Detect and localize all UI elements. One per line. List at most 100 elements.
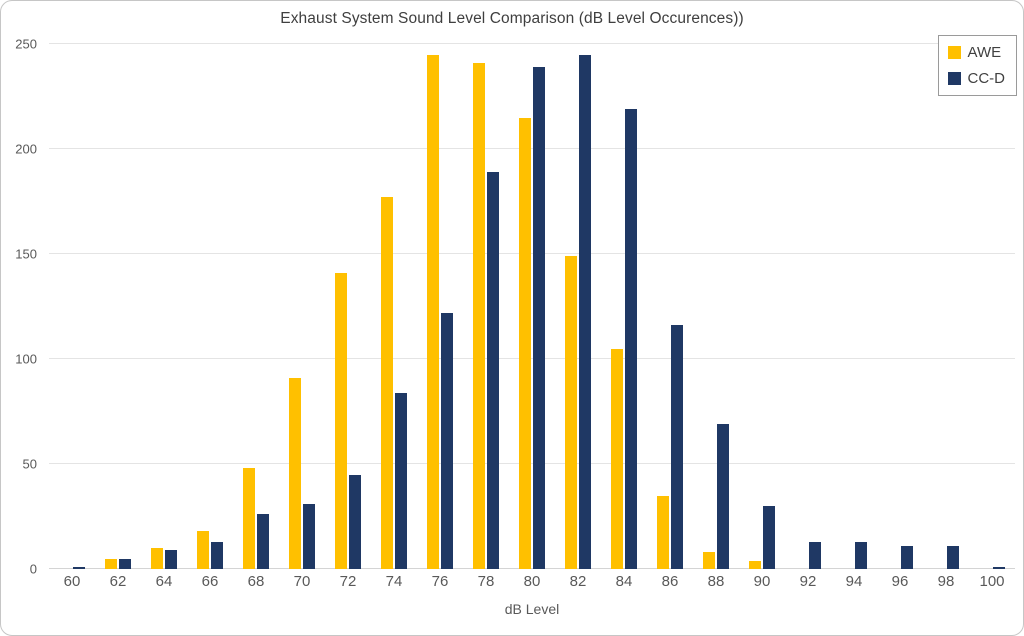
x-axis: 60 62 64 66 68 70 72 74 76 78 80 82 84 86 88 90 92 94 96 98… [49, 573, 1015, 590]
bar-group-60 [49, 44, 95, 569]
bar-group-82 [555, 44, 601, 569]
gridline-0 [49, 568, 1015, 569]
bar-group-68 [233, 44, 279, 569]
bar-awe-74 [381, 197, 393, 569]
bar-awe-80 [519, 117, 531, 569]
bar-ccd-80 [533, 67, 545, 569]
gridline-150 [49, 253, 1015, 254]
bar-ccd-72 [349, 474, 361, 569]
bar-series-container [49, 44, 1015, 569]
chart-title: Exhaust System Sound Level Comparison (d… [280, 10, 744, 27]
legend-label-ccd: CC-D [967, 70, 1006, 87]
bar-awe-70 [289, 377, 301, 569]
bar-ccd-66 [211, 541, 223, 569]
bar-group-64 [141, 44, 187, 569]
x-axis-tick-label-86: 86 [661, 573, 679, 590]
bar-awe-82 [565, 256, 577, 569]
legend-swatch-ccd [947, 72, 961, 85]
bar-awe-76 [427, 54, 439, 569]
bar-ccd-84 [625, 109, 637, 569]
bar-awe-86 [657, 495, 669, 569]
bar-ccd-100 [993, 566, 1005, 569]
bar-group-100 [969, 44, 1015, 569]
bar-ccd-78 [487, 172, 499, 569]
bar-group-72 [325, 44, 371, 569]
bar-group-70 [279, 44, 325, 569]
bar-group-98 [923, 44, 969, 569]
gridline-200 [49, 148, 1015, 149]
bar-ccd-86 [671, 325, 683, 569]
bar-awe-66 [197, 531, 209, 569]
bar-group-80 [509, 44, 555, 569]
bar-group-92 [785, 44, 831, 569]
bar-group-62 [95, 44, 141, 569]
y-axis-tick-label-50: 50 [22, 456, 37, 472]
y-axis-tick-label-100: 100 [15, 351, 37, 367]
gridline-50 [49, 463, 1015, 464]
bar-ccd-60 [73, 566, 85, 569]
bar-group-74 [371, 44, 417, 569]
bar-ccd-64 [165, 550, 177, 569]
legend-entry-awe: AWE [947, 44, 1006, 61]
bar-group-66 [187, 44, 233, 569]
x-axis-tick-label-80: 80 [523, 573, 541, 590]
legend: AWE CC-D [937, 35, 1017, 96]
bar-awe-90 [749, 560, 761, 569]
x-axis-tick-label-98: 98 [937, 573, 955, 590]
gridline-100 [49, 358, 1015, 359]
bar-awe-64 [151, 548, 163, 569]
bar-group-90 [739, 44, 785, 569]
x-axis-tick-label-82: 82 [569, 573, 587, 590]
bar-ccd-94 [855, 541, 867, 569]
x-axis-tick-label-96: 96 [891, 573, 909, 590]
bar-group-78 [463, 44, 509, 569]
x-axis-tick-label-94: 94 [845, 573, 863, 590]
bar-group-94 [831, 44, 877, 569]
bar-group-76 [417, 44, 463, 569]
legend-entry-ccd: CC-D [947, 70, 1006, 87]
x-axis-tick-label-74: 74 [385, 573, 403, 590]
x-axis-tick-label-66: 66 [201, 573, 219, 590]
bar-ccd-92 [809, 541, 821, 569]
x-axis-tick-label-78: 78 [477, 573, 495, 590]
bar-awe-68 [243, 468, 255, 569]
bar-ccd-96 [901, 545, 913, 569]
x-axis-tick-label-76: 76 [431, 573, 449, 590]
x-axis-tick-label-100: 100 [979, 573, 1005, 590]
plot-area [49, 43, 1015, 569]
y-axis: 0 50 100 150 200 250 [1, 37, 43, 577]
x-axis-tick-label-88: 88 [707, 573, 725, 590]
bar-awe-78 [473, 62, 485, 569]
y-axis-tick-label-250: 250 [15, 36, 37, 52]
bar-ccd-82 [579, 54, 591, 569]
bar-ccd-74 [395, 392, 407, 569]
y-axis-tick-label-0: 0 [29, 561, 37, 577]
bar-ccd-62 [119, 558, 131, 569]
bar-group-96 [877, 44, 923, 569]
legend-label-awe: AWE [967, 44, 1002, 61]
x-axis-title: dB Level [504, 601, 560, 617]
bar-awe-62 [105, 558, 117, 569]
legend-swatch-awe [947, 46, 961, 59]
bar-awe-88 [703, 552, 715, 569]
y-axis-tick-label-200: 200 [15, 141, 37, 157]
x-axis-tick-label-62: 62 [109, 573, 127, 590]
x-axis-tick-label-64: 64 [155, 573, 173, 590]
x-axis-tick-label-90: 90 [753, 573, 771, 590]
x-axis-tick-label-84: 84 [615, 573, 633, 590]
x-axis-tick-label-68: 68 [247, 573, 265, 590]
bar-group-86 [647, 44, 693, 569]
x-axis-tick-label-72: 72 [339, 573, 357, 590]
bar-ccd-90 [763, 506, 775, 569]
bar-ccd-76 [441, 312, 453, 569]
y-axis-tick-label-150: 150 [15, 246, 37, 262]
x-axis-tick-label-92: 92 [799, 573, 817, 590]
x-axis-tick-label-70: 70 [293, 573, 311, 590]
bar-awe-84 [611, 348, 623, 569]
bar-ccd-88 [717, 424, 729, 569]
bar-group-84 [601, 44, 647, 569]
gridline-250 [49, 43, 1015, 44]
bar-ccd-70 [303, 503, 315, 569]
x-axis-tick-label-60: 60 [63, 573, 81, 590]
